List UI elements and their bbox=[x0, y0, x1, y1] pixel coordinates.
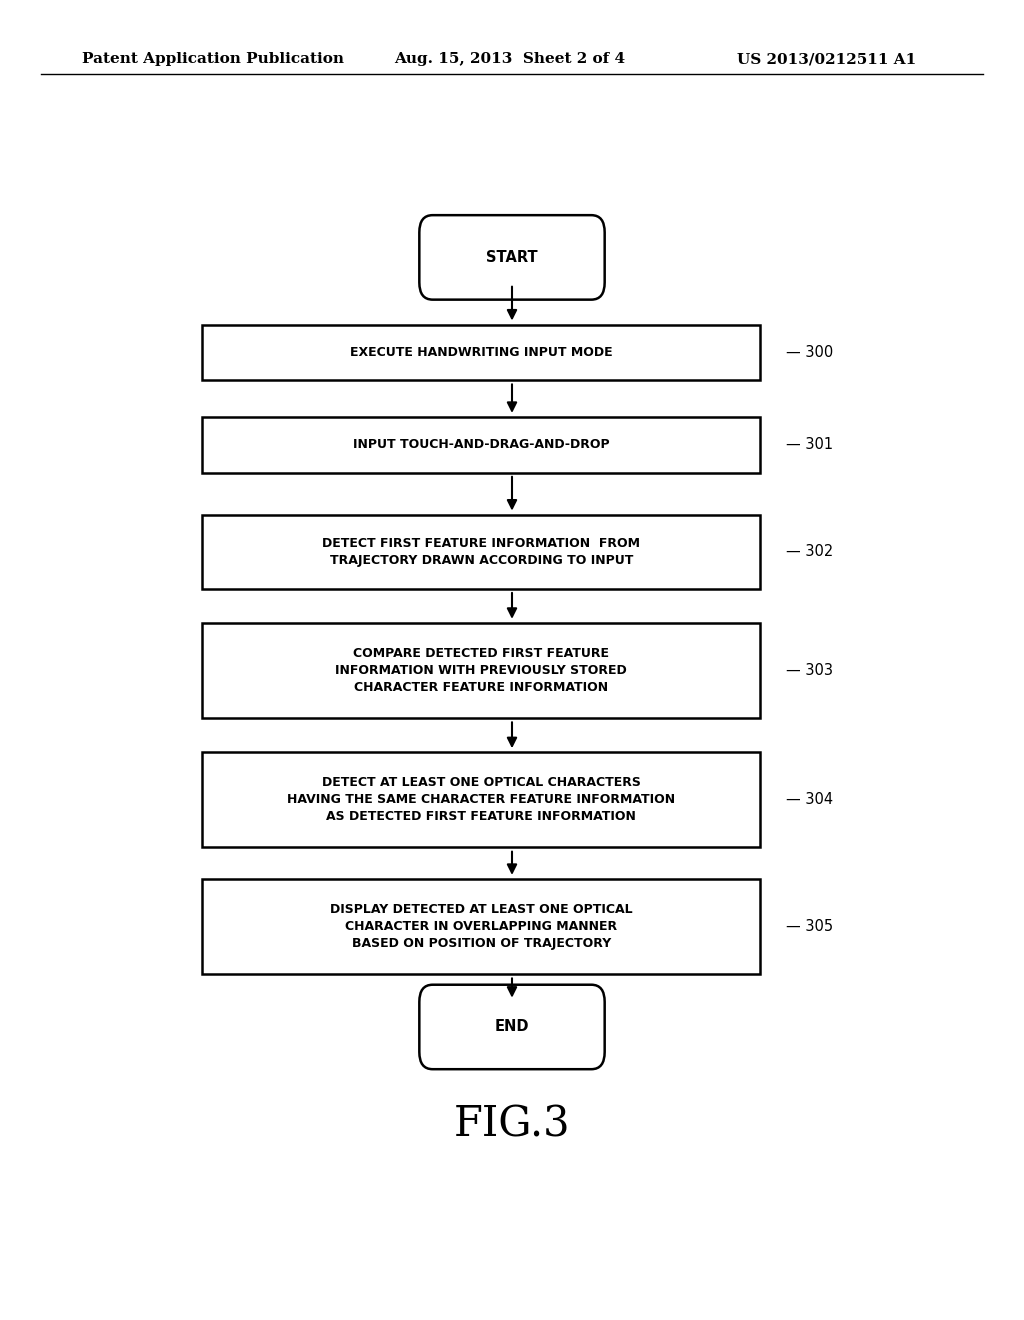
Text: US 2013/0212511 A1: US 2013/0212511 A1 bbox=[737, 53, 916, 66]
Text: — 300: — 300 bbox=[786, 345, 834, 360]
Text: — 304: — 304 bbox=[786, 792, 834, 808]
Text: Patent Application Publication: Patent Application Publication bbox=[82, 53, 344, 66]
Bar bbox=[202, 417, 760, 473]
Bar bbox=[202, 325, 760, 380]
Text: EXECUTE HANDWRITING INPUT MODE: EXECUTE HANDWRITING INPUT MODE bbox=[350, 346, 612, 359]
FancyBboxPatch shape bbox=[420, 985, 604, 1069]
Text: — 305: — 305 bbox=[786, 919, 834, 935]
Text: END: END bbox=[495, 1019, 529, 1035]
Text: — 303: — 303 bbox=[786, 663, 833, 678]
Bar bbox=[202, 752, 760, 847]
FancyBboxPatch shape bbox=[420, 215, 604, 300]
Bar bbox=[202, 515, 760, 589]
Text: Aug. 15, 2013  Sheet 2 of 4: Aug. 15, 2013 Sheet 2 of 4 bbox=[394, 53, 626, 66]
Text: DETECT AT LEAST ONE OPTICAL CHARACTERS
HAVING THE SAME CHARACTER FEATURE INFORMA: DETECT AT LEAST ONE OPTICAL CHARACTERS H… bbox=[287, 776, 676, 824]
Text: COMPARE DETECTED FIRST FEATURE
INFORMATION WITH PREVIOUSLY STORED
CHARACTER FEAT: COMPARE DETECTED FIRST FEATURE INFORMATI… bbox=[336, 647, 627, 694]
Text: DISPLAY DETECTED AT LEAST ONE OPTICAL
CHARACTER IN OVERLAPPING MANNER
BASED ON P: DISPLAY DETECTED AT LEAST ONE OPTICAL CH… bbox=[330, 903, 633, 950]
Text: — 302: — 302 bbox=[786, 544, 834, 560]
Text: START: START bbox=[486, 249, 538, 265]
Text: FIG.3: FIG.3 bbox=[454, 1104, 570, 1146]
Text: — 301: — 301 bbox=[786, 437, 834, 453]
Bar bbox=[202, 623, 760, 718]
Text: INPUT TOUCH-AND-DRAG-AND-DROP: INPUT TOUCH-AND-DRAG-AND-DROP bbox=[353, 438, 609, 451]
Bar bbox=[202, 879, 760, 974]
Text: DETECT FIRST FEATURE INFORMATION  FROM
TRAJECTORY DRAWN ACCORDING TO INPUT: DETECT FIRST FEATURE INFORMATION FROM TR… bbox=[323, 537, 640, 566]
